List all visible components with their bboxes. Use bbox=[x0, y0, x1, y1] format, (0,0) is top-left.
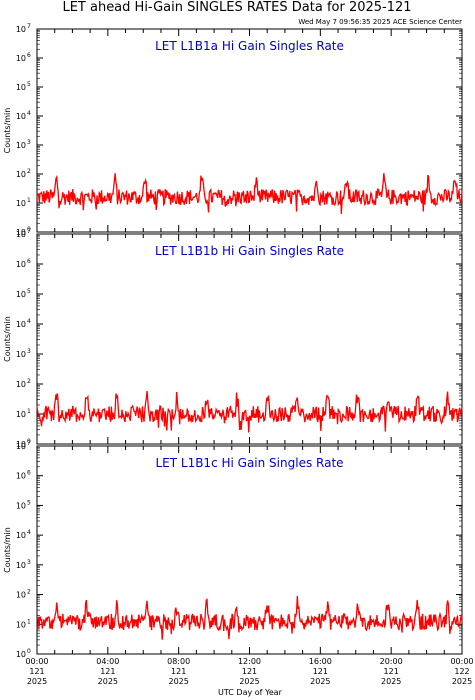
y-tick-label: 10 bbox=[16, 440, 26, 449]
x-tick-label: 121 bbox=[384, 667, 399, 676]
x-tick-label: 04:00 bbox=[96, 657, 119, 666]
generation-timestamp: Wed May 7 09:56:35 2025 ACE Science Cent… bbox=[298, 18, 462, 26]
y-tick-label: 10 bbox=[16, 290, 26, 299]
y-axis-label: Counts/min bbox=[3, 316, 12, 362]
y-tick-label: 10 bbox=[16, 25, 26, 34]
x-tick-label: 2025 bbox=[239, 677, 259, 686]
y-tick-label: 10 bbox=[16, 410, 26, 419]
y-tick-exponent: 2 bbox=[27, 168, 31, 175]
y-tick-label: 10 bbox=[16, 380, 26, 389]
x-tick-label: 121 bbox=[313, 667, 328, 676]
y-tick-exponent: 7 bbox=[27, 440, 31, 447]
y-tick-label: 10 bbox=[16, 620, 26, 629]
x-tick-label: 16:00 bbox=[309, 657, 332, 666]
series-line bbox=[36, 173, 463, 214]
x-tick-label: 2025 bbox=[168, 677, 188, 686]
x-tick-label: 00:00 bbox=[25, 657, 48, 666]
panel-title: LET L1B1c Hi Gain Singles Rate bbox=[155, 456, 343, 470]
y-tick-exponent: 3 bbox=[27, 139, 31, 146]
x-tick-label: 2025 bbox=[381, 677, 401, 686]
figure-title: LET ahead Hi-Gain SINGLES RATES Data for… bbox=[62, 0, 411, 15]
y-tick-exponent: 4 bbox=[27, 318, 31, 325]
x-tick-label: 12:00 bbox=[238, 657, 261, 666]
y-tick-label: 10 bbox=[16, 54, 26, 63]
y-tick-label: 10 bbox=[16, 260, 26, 269]
x-tick-label: 2025 bbox=[27, 677, 47, 686]
y-tick-label: 10 bbox=[16, 501, 26, 510]
y-tick-exponent: 1 bbox=[27, 408, 31, 415]
y-tick-exponent: 0 bbox=[27, 226, 31, 233]
y-tick-label: 10 bbox=[16, 472, 26, 481]
y-tick-exponent: 5 bbox=[27, 288, 31, 295]
y-tick-label: 10 bbox=[16, 531, 26, 540]
y-tick-exponent: 3 bbox=[27, 559, 31, 566]
x-tick-label: 08:00 bbox=[167, 657, 190, 666]
y-tick-label: 10 bbox=[16, 561, 26, 570]
x-tick-label: 121 bbox=[242, 667, 257, 676]
y-tick-label: 10 bbox=[16, 199, 26, 208]
x-tick-label: 20:00 bbox=[380, 657, 403, 666]
y-tick-exponent: 6 bbox=[27, 470, 31, 477]
y-tick-label: 10 bbox=[16, 170, 26, 179]
x-axis-label: UTC Day of Year bbox=[218, 688, 283, 697]
y-tick-label: 10 bbox=[16, 650, 26, 659]
x-tick-label: 121 bbox=[100, 667, 115, 676]
y-tick-exponent: 5 bbox=[27, 81, 31, 88]
y-tick-exponent: 2 bbox=[27, 589, 31, 596]
x-tick-label: 2025 bbox=[98, 677, 118, 686]
x-tick-label: 121 bbox=[29, 667, 44, 676]
x-tick-label: 122 bbox=[454, 667, 469, 676]
y-tick-label: 10 bbox=[16, 83, 26, 92]
y-tick-exponent: 5 bbox=[27, 499, 31, 506]
panel-title: LET L1B1b Hi Gain Singles Rate bbox=[155, 244, 344, 258]
series-line bbox=[36, 595, 463, 640]
x-tick-label: 2025 bbox=[310, 677, 330, 686]
y-axis-label: Counts/min bbox=[3, 527, 12, 573]
y-tick-label: 10 bbox=[16, 320, 26, 329]
y-tick-exponent: 7 bbox=[27, 228, 31, 235]
y-tick-exponent: 4 bbox=[27, 529, 31, 536]
y-tick-exponent: 1 bbox=[27, 197, 31, 204]
y-tick-label: 10 bbox=[16, 591, 26, 600]
y-tick-exponent: 2 bbox=[27, 378, 31, 385]
y-tick-label: 10 bbox=[16, 112, 26, 121]
y-tick-label: 10 bbox=[16, 230, 26, 239]
y-tick-exponent: 1 bbox=[27, 618, 31, 625]
series-line bbox=[36, 390, 463, 433]
y-tick-exponent: 3 bbox=[27, 348, 31, 355]
y-axis-label: Counts/min bbox=[3, 108, 12, 154]
y-tick-exponent: 7 bbox=[27, 23, 31, 30]
y-tick-exponent: 0 bbox=[27, 438, 31, 445]
y-tick-label: 10 bbox=[16, 141, 26, 150]
y-tick-exponent: 6 bbox=[27, 52, 31, 59]
y-tick-label: 10 bbox=[16, 228, 26, 237]
y-tick-exponent: 4 bbox=[27, 110, 31, 117]
y-tick-label: 10 bbox=[16, 442, 26, 451]
panel-title: LET L1B1a Hi Gain Singles Rate bbox=[155, 39, 344, 53]
x-tick-label: 2025 bbox=[452, 677, 472, 686]
y-tick-exponent: 0 bbox=[27, 648, 31, 655]
x-tick-label: 00:00 bbox=[450, 657, 473, 666]
y-tick-label: 10 bbox=[16, 350, 26, 359]
y-tick-exponent: 6 bbox=[27, 258, 31, 265]
x-tick-label: 121 bbox=[171, 667, 186, 676]
